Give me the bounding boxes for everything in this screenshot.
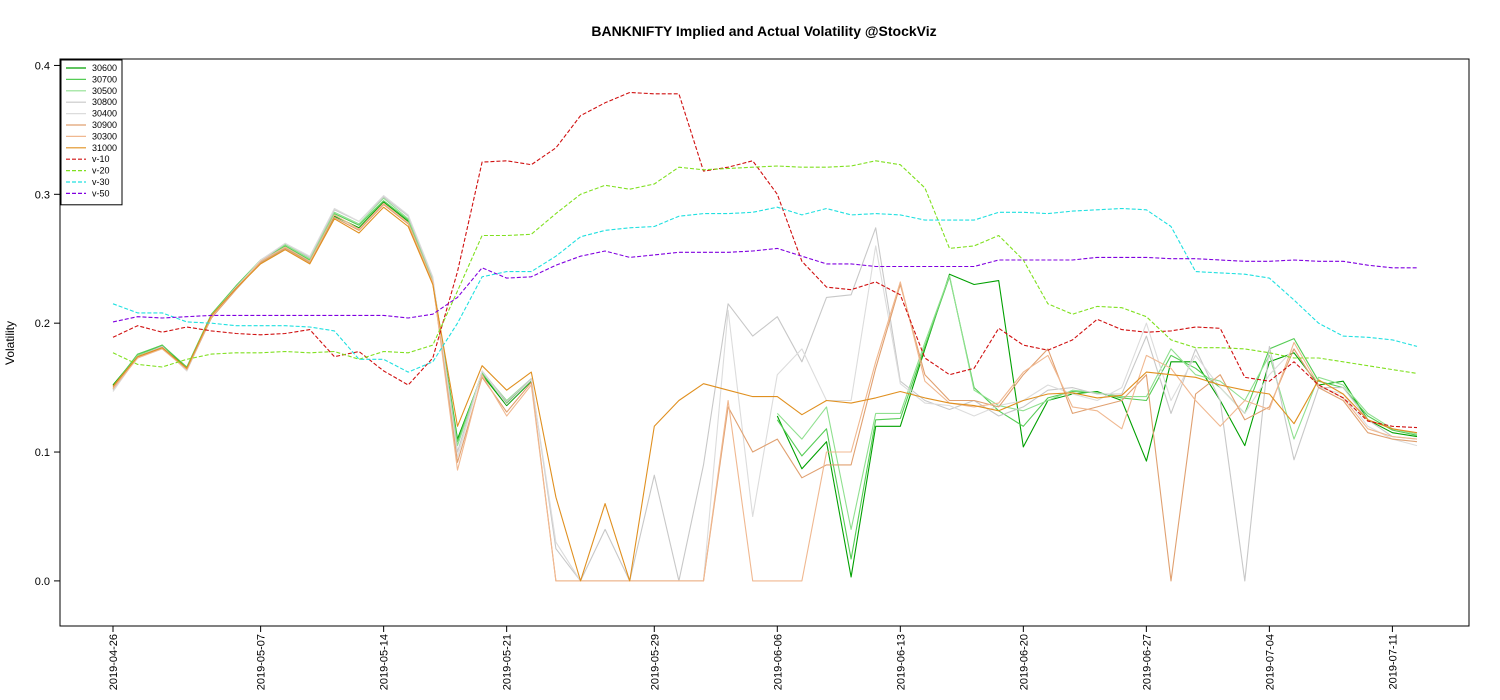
series-line-30900	[112, 204, 1418, 582]
x-axis: 2019-04-26 2019-05-07 2019-05-14 2019-05-21…	[108, 626, 1399, 690]
series-line-30700	[112, 200, 1418, 560]
y-tick-label: 0.0	[35, 576, 50, 588]
legend-label: 30900	[92, 120, 117, 130]
legend-label: 30700	[92, 74, 117, 84]
y-tick-label: 0.2	[35, 318, 50, 330]
series-line-30800	[112, 196, 1418, 582]
x-tick-label: 2019-07-11	[1387, 634, 1399, 689]
series-line-30500	[112, 197, 1418, 530]
legend-label: 31000	[92, 143, 117, 153]
legend-label: v-50	[92, 188, 110, 198]
legend-label: 30600	[92, 63, 117, 73]
x-tick-label: 2019-06-13	[895, 634, 907, 690]
series-layer	[112, 91, 1418, 582]
series-line-v-20	[112, 160, 1418, 374]
legend-label: v-30	[92, 177, 110, 187]
legend-box	[60, 59, 123, 206]
legend-label: v-20	[92, 166, 110, 176]
y-axis-title: Volatility	[3, 321, 17, 365]
y-tick-label: 0.4	[35, 60, 50, 72]
chart-title: BANKNIFTY Implied and Actual Volatility …	[591, 23, 936, 39]
y-tick-label: 0.3	[35, 189, 50, 201]
legend-label: 30500	[92, 86, 117, 96]
series-line-v-50	[112, 247, 1417, 323]
legend-label: 30800	[92, 97, 117, 107]
x-tick-label: 2019-05-07	[256, 634, 268, 690]
y-tick-label: 0.1	[35, 447, 50, 459]
x-tick-label: 2019-06-27	[1141, 634, 1153, 690]
plot-area-border	[59, 58, 1470, 627]
series-line-31000	[112, 206, 1418, 582]
x-tick-label: 2019-05-29	[649, 634, 661, 690]
x-tick-label: 2019-07-04	[1264, 634, 1276, 690]
legend-label: v-10	[92, 154, 110, 164]
legend-label: 30300	[92, 131, 117, 141]
x-tick-label: 2019-05-14	[379, 634, 391, 690]
x-tick-label: 2019-05-21	[502, 634, 514, 690]
series-line-30300	[112, 202, 1418, 582]
legend-label: 30400	[92, 109, 117, 119]
x-tick-label: 2019-06-20	[1018, 634, 1030, 690]
series-line-30400	[112, 195, 1418, 582]
series-line-v-30	[112, 206, 1418, 373]
series-line-v-10	[112, 91, 1418, 429]
x-tick-label: 2019-04-26	[108, 634, 120, 690]
x-tick-label: 2019-06-06	[772, 634, 784, 690]
y-axis: 0.0 0.1 0.2 0.3 0.4	[35, 60, 60, 588]
